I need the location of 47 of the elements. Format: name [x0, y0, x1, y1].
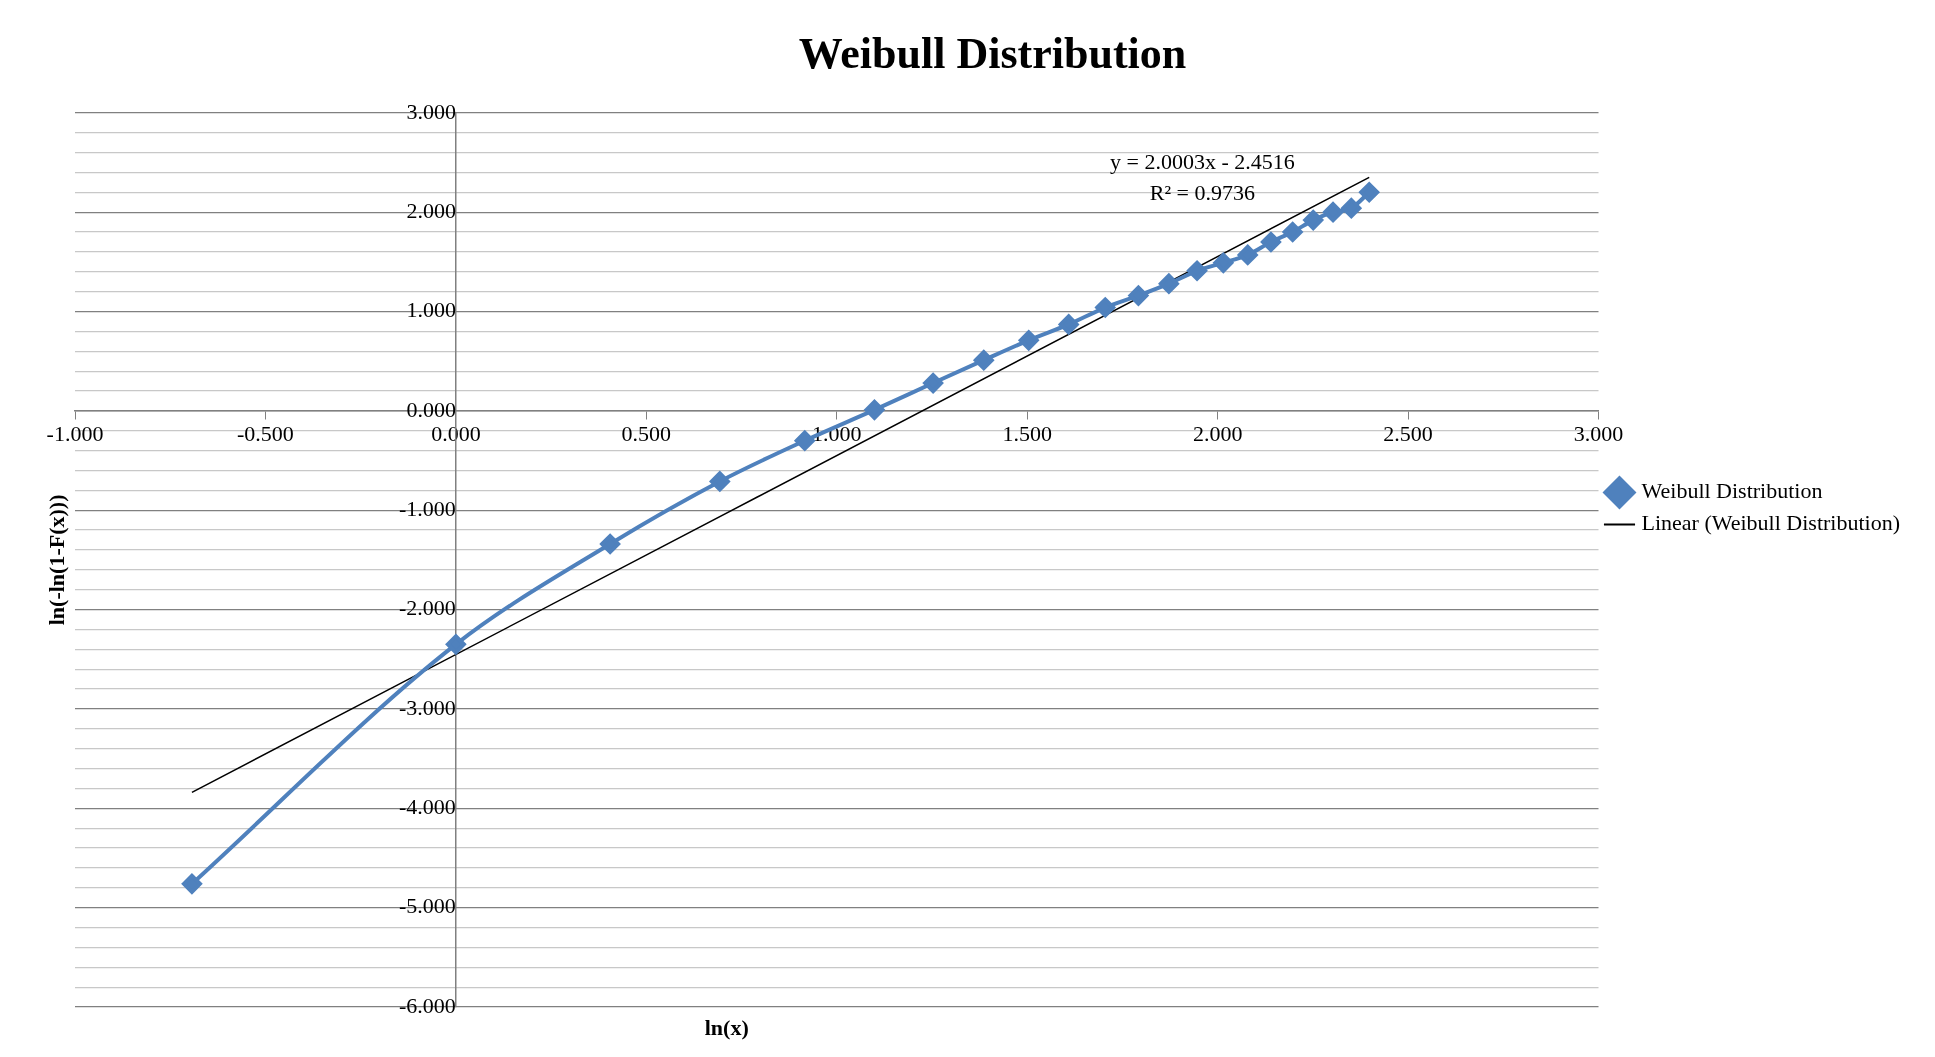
- x-tick-label: 2.000: [1192, 420, 1243, 446]
- point: [1187, 260, 1208, 281]
- y-tick-label: 0.000: [406, 396, 456, 422]
- point: [1058, 314, 1079, 335]
- y-axis-title: ln(-ln(1-F(x))): [43, 494, 69, 626]
- point: [1282, 222, 1303, 243]
- chart-title: Weibull Distribution: [798, 28, 1187, 78]
- x-axis-title: ln(x): [704, 1014, 749, 1040]
- legend-label: Linear (Weibull Distribution): [1641, 510, 1900, 536]
- y-tick-label: 2.000: [406, 197, 456, 223]
- y-tick-label: -5.000: [399, 893, 456, 919]
- point: [181, 873, 202, 894]
- point: [864, 399, 885, 420]
- point: [445, 634, 466, 655]
- y-tick-label: -3.000: [399, 694, 456, 720]
- x-tick-label: -0.500: [237, 420, 294, 446]
- point: [1018, 330, 1039, 351]
- point: [1323, 202, 1344, 223]
- y-tick-label: -6.000: [399, 992, 456, 1018]
- point: [1213, 252, 1234, 273]
- point: [1095, 297, 1116, 318]
- y-tick-label: -2.000: [399, 595, 456, 621]
- point: [709, 471, 730, 492]
- y-tick-label: 1.000: [406, 297, 456, 323]
- x-tick-label: -1.000: [46, 420, 104, 446]
- x-tick-label: 2.500: [1383, 420, 1433, 446]
- point: [1128, 285, 1149, 306]
- point: [1260, 231, 1281, 252]
- x-tick-label: 0.000: [431, 420, 481, 446]
- point: [1158, 273, 1179, 294]
- point: [600, 534, 621, 554]
- y-tick-label: -1.000: [399, 496, 456, 521]
- legend-label: Weibull Distribution: [1641, 478, 1823, 504]
- annotation: y = 2.0003x - 2.4516: [1110, 148, 1295, 174]
- x-tick-label: 1.500: [1002, 420, 1052, 446]
- point: [923, 373, 944, 394]
- point: [1237, 244, 1258, 265]
- x-tick-label: 0.500: [621, 420, 672, 446]
- x-tick-label: 3.000: [1573, 420, 1624, 446]
- y-tick-label: 3.000: [406, 98, 456, 124]
- point: [1341, 198, 1362, 219]
- point: [1359, 182, 1380, 203]
- point: [1303, 210, 1324, 231]
- point: [794, 430, 815, 451]
- point: [973, 350, 994, 371]
- annotation: R² = 0.9736: [1149, 179, 1255, 205]
- y-tick-label: -4.000: [399, 794, 456, 820]
